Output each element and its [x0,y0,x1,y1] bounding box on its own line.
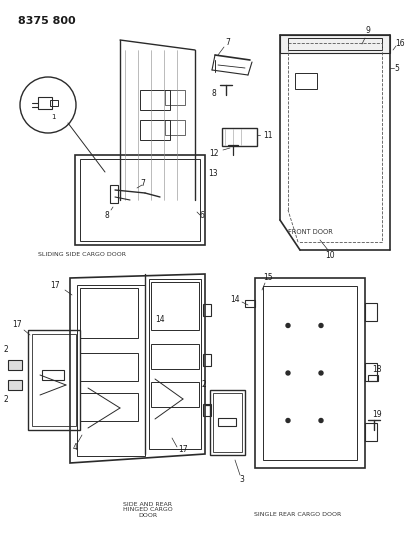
Text: 1: 1 [51,114,55,120]
Bar [164,120,184,135]
Bar [254,278,364,468]
Text: 2: 2 [4,345,8,354]
Text: 7: 7 [225,37,230,46]
Text: 17: 17 [12,320,22,329]
Text: 13: 13 [208,168,217,177]
Bar [213,393,241,452]
Text: SIDE AND REAR
HINGED CARGO
DOOR: SIDE AND REAR HINGED CARGO DOOR [123,502,173,518]
Text: 5: 5 [393,63,398,72]
Bar [139,90,170,110]
Text: 17: 17 [50,280,60,289]
Bar [364,363,376,381]
Circle shape [285,324,289,327]
Bar [151,282,198,330]
Circle shape [318,418,322,423]
Bar [80,393,138,421]
Bar [287,38,381,50]
Text: 6: 6 [200,211,204,220]
Circle shape [318,324,322,327]
Bar [262,286,356,460]
Bar [294,73,316,89]
Circle shape [285,418,289,423]
Bar [164,90,184,105]
Bar [364,423,376,441]
Text: 9: 9 [365,26,370,35]
Text: 16: 16 [394,38,404,47]
Text: 11: 11 [262,131,272,140]
Text: 4: 4 [72,443,77,453]
Bar [80,288,138,338]
Bar [8,360,22,370]
Text: FRONT DOOR: FRONT DOOR [287,229,332,235]
Bar [38,97,52,109]
Bar [367,375,377,381]
Text: 8: 8 [211,88,216,98]
Bar [42,370,64,380]
Text: 3: 3 [239,475,244,484]
Bar [139,120,170,140]
Text: 14: 14 [155,316,164,325]
Circle shape [318,371,322,375]
Bar [148,279,200,449]
Text: SLIDING SIDE CARGO DOOR: SLIDING SIDE CARGO DOOR [38,253,126,257]
Bar [151,382,198,407]
Text: SINGLE REAR CARGO DOOR: SINGLE REAR CARGO DOOR [254,513,341,518]
Bar [151,344,198,369]
Text: 8375 800: 8375 800 [18,16,75,26]
Text: 14: 14 [230,295,239,304]
Bar [80,353,138,381]
Text: 2: 2 [201,381,205,390]
Bar [279,35,389,53]
Bar [209,390,245,455]
Text: 2: 2 [4,395,8,405]
Circle shape [285,371,289,375]
Bar [77,285,145,456]
Bar [50,100,58,106]
Bar [245,300,254,307]
Bar [28,330,80,430]
Text: 18: 18 [371,366,381,375]
Bar [8,380,22,390]
Bar [202,304,211,316]
Bar [32,334,76,426]
Bar [221,128,256,146]
Bar [364,303,376,321]
Bar [110,185,118,203]
Bar [218,418,236,426]
Text: 17: 17 [178,446,187,455]
Text: 8: 8 [104,211,109,220]
Text: 19: 19 [371,410,381,419]
Text: 10: 10 [324,251,334,260]
Text: 7: 7 [140,179,145,188]
Bar [202,404,211,416]
Text: 12: 12 [209,149,218,157]
Text: 15: 15 [263,273,272,282]
Bar [202,354,211,366]
